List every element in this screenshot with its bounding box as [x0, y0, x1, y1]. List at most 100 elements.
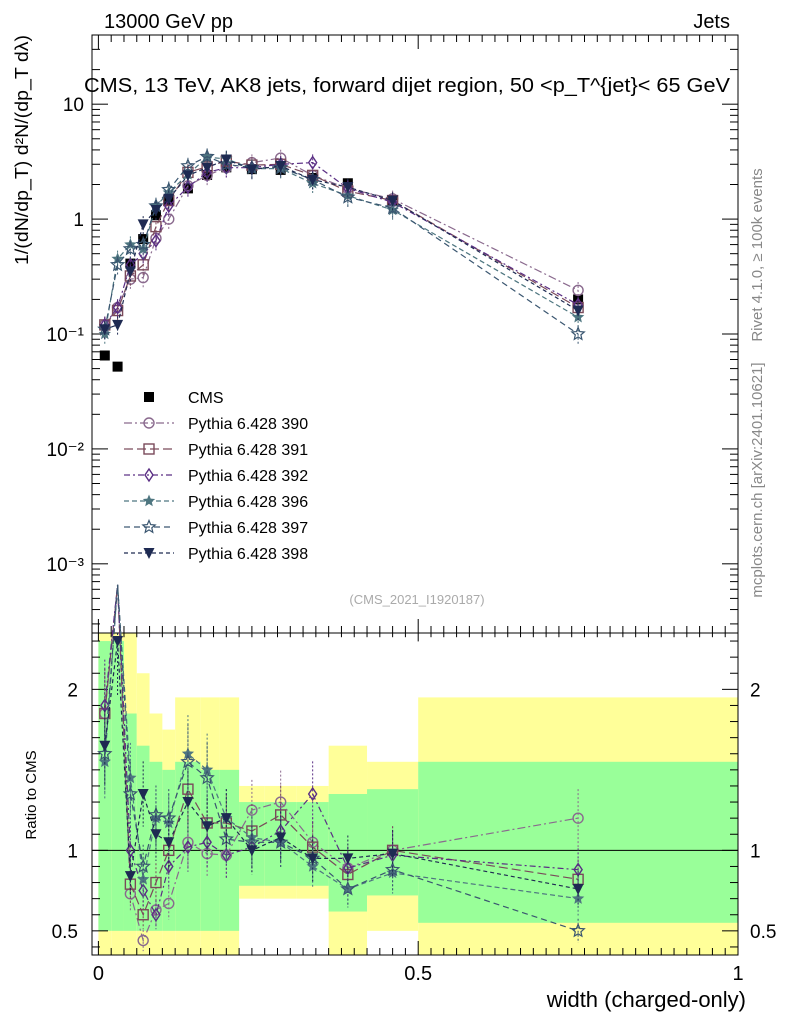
legend-item-p391: Pythia 6.428 391	[124, 442, 308, 459]
ratio-y-tick-label-right: 1	[750, 841, 761, 862]
data-point-CMS	[99, 350, 110, 361]
header-right: Jets	[693, 11, 730, 33]
data-point-p390	[137, 271, 149, 284]
data-point-p398	[99, 324, 111, 336]
legend-marker	[143, 548, 155, 559]
y-tick-label: 10⁻¹	[47, 325, 85, 346]
data-point-p392	[183, 179, 193, 195]
ratio-point-p397	[199, 769, 215, 785]
ratio-y-tick-label: 2	[67, 680, 78, 701]
data-point-p398	[182, 170, 194, 182]
legend-item-p397: Pythia 6.428 397	[124, 518, 308, 537]
series-p398	[99, 151, 584, 340]
legend-item-p390: Pythia 6.428 390	[124, 416, 308, 433]
x-tick-label: 0	[93, 963, 104, 985]
data-point-p397	[570, 325, 586, 341]
data-point-p398	[220, 154, 232, 166]
ratio-point-p392	[221, 847, 232, 863]
ratio-point-p398	[387, 848, 399, 860]
ratio-point-p392	[151, 907, 161, 923]
legend-item-p392: Pythia 6.428 392	[124, 467, 308, 485]
ratio-line-p392	[104, 584, 579, 917]
ratio-point-p398	[124, 871, 136, 883]
series-p397	[97, 148, 586, 344]
ratio-point-p391	[137, 909, 149, 921]
ratio-y-tick-label: 0.5	[52, 922, 78, 943]
plot-title: CMS, 13 TeV, AK8 jets, forward dijet reg…	[84, 75, 731, 97]
ratio-point-p396	[306, 860, 319, 872]
data-point-p398	[275, 160, 287, 172]
legend-item-CMS: CMS	[144, 390, 224, 407]
ratio-point-p392	[307, 786, 318, 802]
data-point-p398	[112, 319, 124, 331]
ratio-point-p397	[135, 858, 151, 873]
data-point-p396	[137, 242, 150, 255]
ratio-point-p396	[200, 763, 214, 776]
y-tick-label: 1	[73, 210, 84, 231]
ratio-point-p398	[163, 837, 175, 849]
data-point-p392	[151, 233, 161, 248]
legend-marker	[142, 494, 156, 507]
legend-label: Pythia 6.428 391	[188, 442, 308, 459]
ratio-point-p392	[183, 839, 193, 855]
x-axis-label: width (charged-only)	[546, 987, 746, 1012]
data-point-p390	[572, 284, 584, 297]
data-point-p398	[307, 174, 319, 186]
legend: CMS Pythia 6.428 390 Pythia 6.428 391 Pythi…	[124, 390, 308, 563]
ratio-point-p392	[343, 860, 353, 876]
data-point-p398	[137, 219, 149, 231]
series-line-p392	[104, 161, 579, 326]
ratio-point-p396	[124, 771, 137, 784]
main-y-axis-label: 1/(dN/dp_T) d²N/(dp_T dλ)	[12, 35, 33, 265]
ratio-point-p398	[112, 636, 124, 648]
data-point-p397	[161, 181, 177, 197]
data-point-p398	[572, 305, 584, 317]
ratio-point-p390	[137, 934, 149, 947]
data-point-p392	[112, 300, 123, 315]
ratio-point-p397	[122, 785, 139, 801]
ratio-point-p398	[307, 853, 319, 865]
ratio-point-p397	[570, 922, 586, 938]
data-point-p392	[163, 198, 174, 214]
data-point-p392	[202, 165, 212, 180]
main-series-layer	[97, 148, 586, 372]
ratio-uncertainty-bands	[98, 633, 738, 955]
main-plot-frame	[91, 34, 739, 634]
series-p392	[99, 154, 583, 335]
rivet-label: Rivet 4.1.0, ≥ 100k events	[749, 168, 766, 341]
data-point-p398	[124, 266, 136, 278]
ratio-point-p398	[137, 789, 149, 800]
ratio-line-p396	[104, 584, 579, 900]
data-point-p398	[150, 204, 162, 216]
legend-item-p396: Pythia 6.428 396	[124, 494, 308, 511]
analysis-watermark: (CMS_2021_I1920187)	[349, 592, 484, 607]
ratio-line-p390	[104, 584, 579, 943]
ratio-point-p390	[163, 897, 175, 910]
ratio-point-p397	[97, 745, 113, 761]
series-p391	[99, 152, 584, 335]
ratio-point-p397	[340, 880, 356, 896]
ratio-point-p398	[150, 829, 162, 841]
y-tick-label: 10⁻³	[47, 555, 85, 576]
y-tick-label: 10⁻²	[47, 440, 85, 461]
mcplots-label: mcplots.cern.ch [arXiv:2401.10621]	[749, 362, 766, 597]
ratio-point-p392	[163, 859, 174, 874]
data-point-p391	[137, 259, 149, 271]
data-point-CMS	[112, 361, 123, 372]
ratio-point-p398	[182, 797, 194, 809]
ratio-point-p398	[220, 813, 232, 825]
y-tick-label: 10	[63, 95, 84, 116]
legend-marker	[141, 518, 157, 534]
legend-label: Pythia 6.428 396	[188, 494, 308, 511]
ratio-point-p397	[244, 834, 260, 849]
data-point-p397	[384, 199, 401, 215]
data-point-p397	[340, 189, 356, 204]
green-band-bin	[111, 641, 124, 931]
series-p396	[98, 149, 585, 344]
ratio-point-p398	[342, 853, 354, 865]
axis-ticks	[92, 34, 739, 955]
ratio-series-p398	[99, 633, 584, 908]
ratio-point-p397	[384, 861, 401, 877]
legend-label: CMS	[188, 390, 224, 407]
